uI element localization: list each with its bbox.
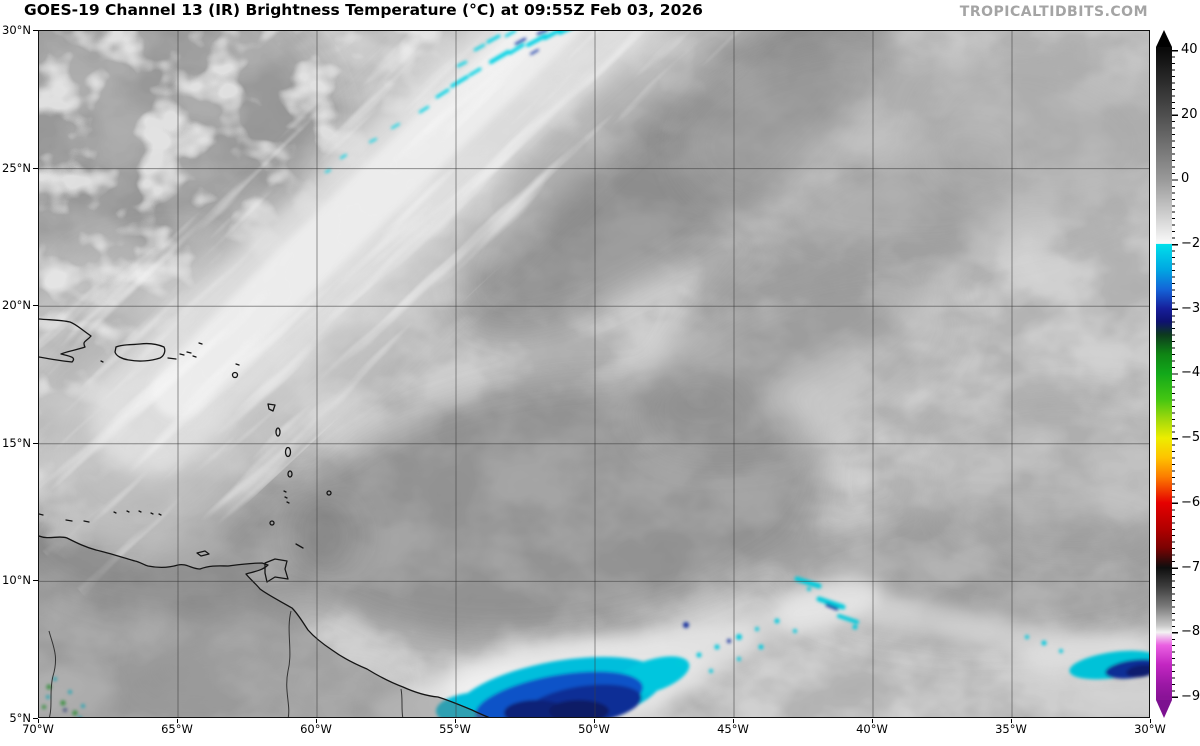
coastlines bbox=[39, 318, 490, 717]
lat-tick bbox=[33, 580, 38, 582]
lon-tick bbox=[177, 719, 178, 723]
lon-tick-label: 65°W bbox=[161, 722, 193, 736]
colorbar-tick-label: 40 bbox=[1181, 42, 1198, 57]
lat-tick bbox=[33, 442, 38, 444]
colorbar-tick-label: −70 bbox=[1181, 559, 1200, 575]
lat-tick bbox=[33, 305, 38, 307]
colorbar-tick-label: 20 bbox=[1181, 106, 1198, 122]
lon-tick bbox=[38, 719, 39, 723]
lon-tick bbox=[316, 719, 317, 723]
lat-tick-label: 15°N bbox=[2, 435, 31, 450]
lon-tick bbox=[594, 719, 595, 723]
colorbar-tick-label: −20 bbox=[1181, 236, 1200, 251]
lon-tick bbox=[1150, 719, 1151, 723]
country-borders bbox=[48, 610, 404, 717]
lon-tick bbox=[872, 719, 873, 723]
satellite-map bbox=[38, 30, 1150, 718]
gridlines-overlay bbox=[39, 31, 1149, 717]
lon-tick bbox=[1011, 719, 1012, 723]
satellite-imagery bbox=[39, 31, 1149, 717]
cold-cloud-tops bbox=[42, 31, 1149, 717]
lon-tick bbox=[455, 719, 456, 723]
colorbar-arrow-bottom bbox=[1156, 700, 1172, 718]
lat-tick-label: 5°N bbox=[9, 711, 31, 725]
colorbar-tick-label: −80 bbox=[1181, 624, 1200, 640]
colorbar-major-ticks bbox=[1172, 50, 1178, 698]
colorbar-tick-label: −50 bbox=[1181, 430, 1200, 446]
lon-tick-label: 40°W bbox=[856, 722, 888, 736]
lat-tick-label: 25°N bbox=[2, 160, 31, 175]
colorbar-tick-label: −40 bbox=[1181, 365, 1200, 381]
colorbar-tick-label: −30 bbox=[1181, 300, 1200, 316]
frontal-band bbox=[39, 31, 772, 551]
watermark: TROPICALTIDBITS.COM bbox=[959, 4, 1148, 20]
lat-tick-label: 30°N bbox=[2, 23, 31, 37]
lon-tick-label: 60°W bbox=[300, 722, 332, 736]
colorbar-tick-label: 0 bbox=[1181, 171, 1190, 187]
colorbar-gradient bbox=[1156, 47, 1172, 700]
lat-tick-label: 10°N bbox=[2, 573, 31, 588]
page-title: GOES-19 Channel 13 (IR) Brightness Tempe… bbox=[24, 1, 703, 19]
lon-tick-label: 30°W bbox=[1134, 722, 1166, 736]
lon-tick bbox=[733, 719, 734, 723]
lat-tick bbox=[33, 718, 38, 719]
lon-tick-label: 45°W bbox=[717, 722, 749, 736]
colorbar-tick-label: −60 bbox=[1181, 494, 1200, 510]
lon-tick-label: 70°W bbox=[22, 722, 54, 736]
lat-tick bbox=[33, 167, 38, 169]
lon-tick-label: 35°W bbox=[995, 722, 1027, 736]
lon-tick-label: 55°W bbox=[439, 722, 471, 736]
colorbar-arrow-top bbox=[1156, 30, 1172, 47]
lat-tick bbox=[33, 30, 38, 31]
lon-tick-label: 50°W bbox=[578, 722, 610, 736]
colorbar-tick-label: −90 bbox=[1181, 688, 1200, 704]
lat-tick-label: 20°N bbox=[2, 298, 31, 313]
